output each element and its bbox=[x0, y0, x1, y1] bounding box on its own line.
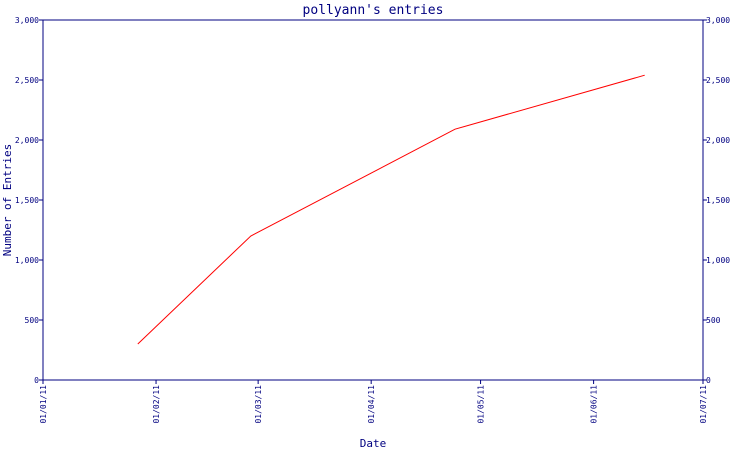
x-tick-label: 01/06/11 bbox=[590, 385, 599, 424]
x-tick-label: 01/07/11 bbox=[699, 385, 708, 424]
y-tick-label-left: 3,000 bbox=[15, 16, 39, 25]
x-axis-label: Date bbox=[360, 437, 387, 450]
x-tick-label: 01/02/11 bbox=[152, 385, 161, 424]
x-axis: 01/01/11 01/02/11 01/03/11 01/04/11 01/05/11… bbox=[39, 380, 708, 424]
y-axis-left: 0 500 1,000 1,500 2,000 2,500 3,000 bbox=[15, 16, 43, 385]
x-tick-label: 01/05/11 bbox=[477, 385, 486, 424]
y-tick-label-right: 0 bbox=[706, 376, 711, 385]
plot-frame bbox=[42, 19, 704, 381]
x-tick-label: 01/03/11 bbox=[254, 385, 263, 424]
y-tick-label-right: 500 bbox=[706, 316, 721, 325]
y-tick-label-left: 0 bbox=[34, 376, 39, 385]
y-tick-label-right: 1,500 bbox=[706, 196, 730, 205]
series-layer bbox=[137, 74, 645, 345]
chart-title: pollyann's entries bbox=[303, 3, 444, 18]
y-tick-label-left: 1,000 bbox=[15, 256, 39, 265]
y-tick-label-left: 2,000 bbox=[15, 136, 39, 145]
x-tick-label: 01/04/11 bbox=[367, 385, 376, 424]
y-tick-label-right: 3,000 bbox=[706, 16, 730, 25]
y-tick-label-left: 2,500 bbox=[15, 76, 39, 85]
y-tick-label-left: 1,500 bbox=[15, 196, 39, 205]
x-tick-label: 01/01/11 bbox=[39, 385, 48, 424]
y-tick-label-right: 2,500 bbox=[706, 76, 730, 85]
y-tick-label-left: 500 bbox=[25, 316, 40, 325]
y-tick-label-right: 2,000 bbox=[706, 136, 730, 145]
series-line bbox=[137, 74, 645, 345]
y-axis-right: 0 500 1,000 1,500 2,000 2,500 3,000 bbox=[703, 16, 730, 385]
y-axis-label: Number of Entries bbox=[1, 144, 14, 257]
y-tick-label-right: 1,000 bbox=[706, 256, 730, 265]
